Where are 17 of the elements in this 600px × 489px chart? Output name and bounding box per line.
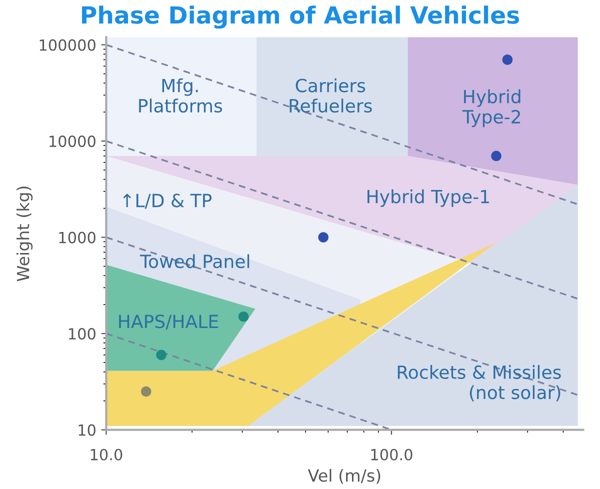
y-tick-label: 10000: [50, 136, 96, 148]
y-tick-label: 100000: [40, 39, 96, 51]
chart-title: Phase Diagram of Aerial Vehicles: [82, 6, 520, 29]
y-tick-label: 1000: [59, 232, 96, 244]
annotation: ↑L/D & TP: [123, 194, 212, 209]
x-tick-label: 100.0: [371, 448, 412, 460]
annotation: Carriers Refuelers: [290, 78, 372, 113]
annotation: HAPS/HALE: [119, 314, 218, 330]
x-tick-label: 10.0: [90, 448, 122, 460]
annotation: Rockets & Missiles (not solar): [398, 365, 561, 402]
annotation: Mfg. Platforms: [139, 78, 222, 113]
x-axis-title: Vel (m/s): [308, 468, 380, 484]
annotation: Towed Panel: [140, 254, 250, 268]
annotation: Hybrid Type-1: [368, 189, 489, 207]
y-axis-title: Weight (kg): [16, 186, 33, 282]
y-tick-label: 10: [78, 424, 96, 436]
y-tick-label: 100: [68, 328, 96, 340]
